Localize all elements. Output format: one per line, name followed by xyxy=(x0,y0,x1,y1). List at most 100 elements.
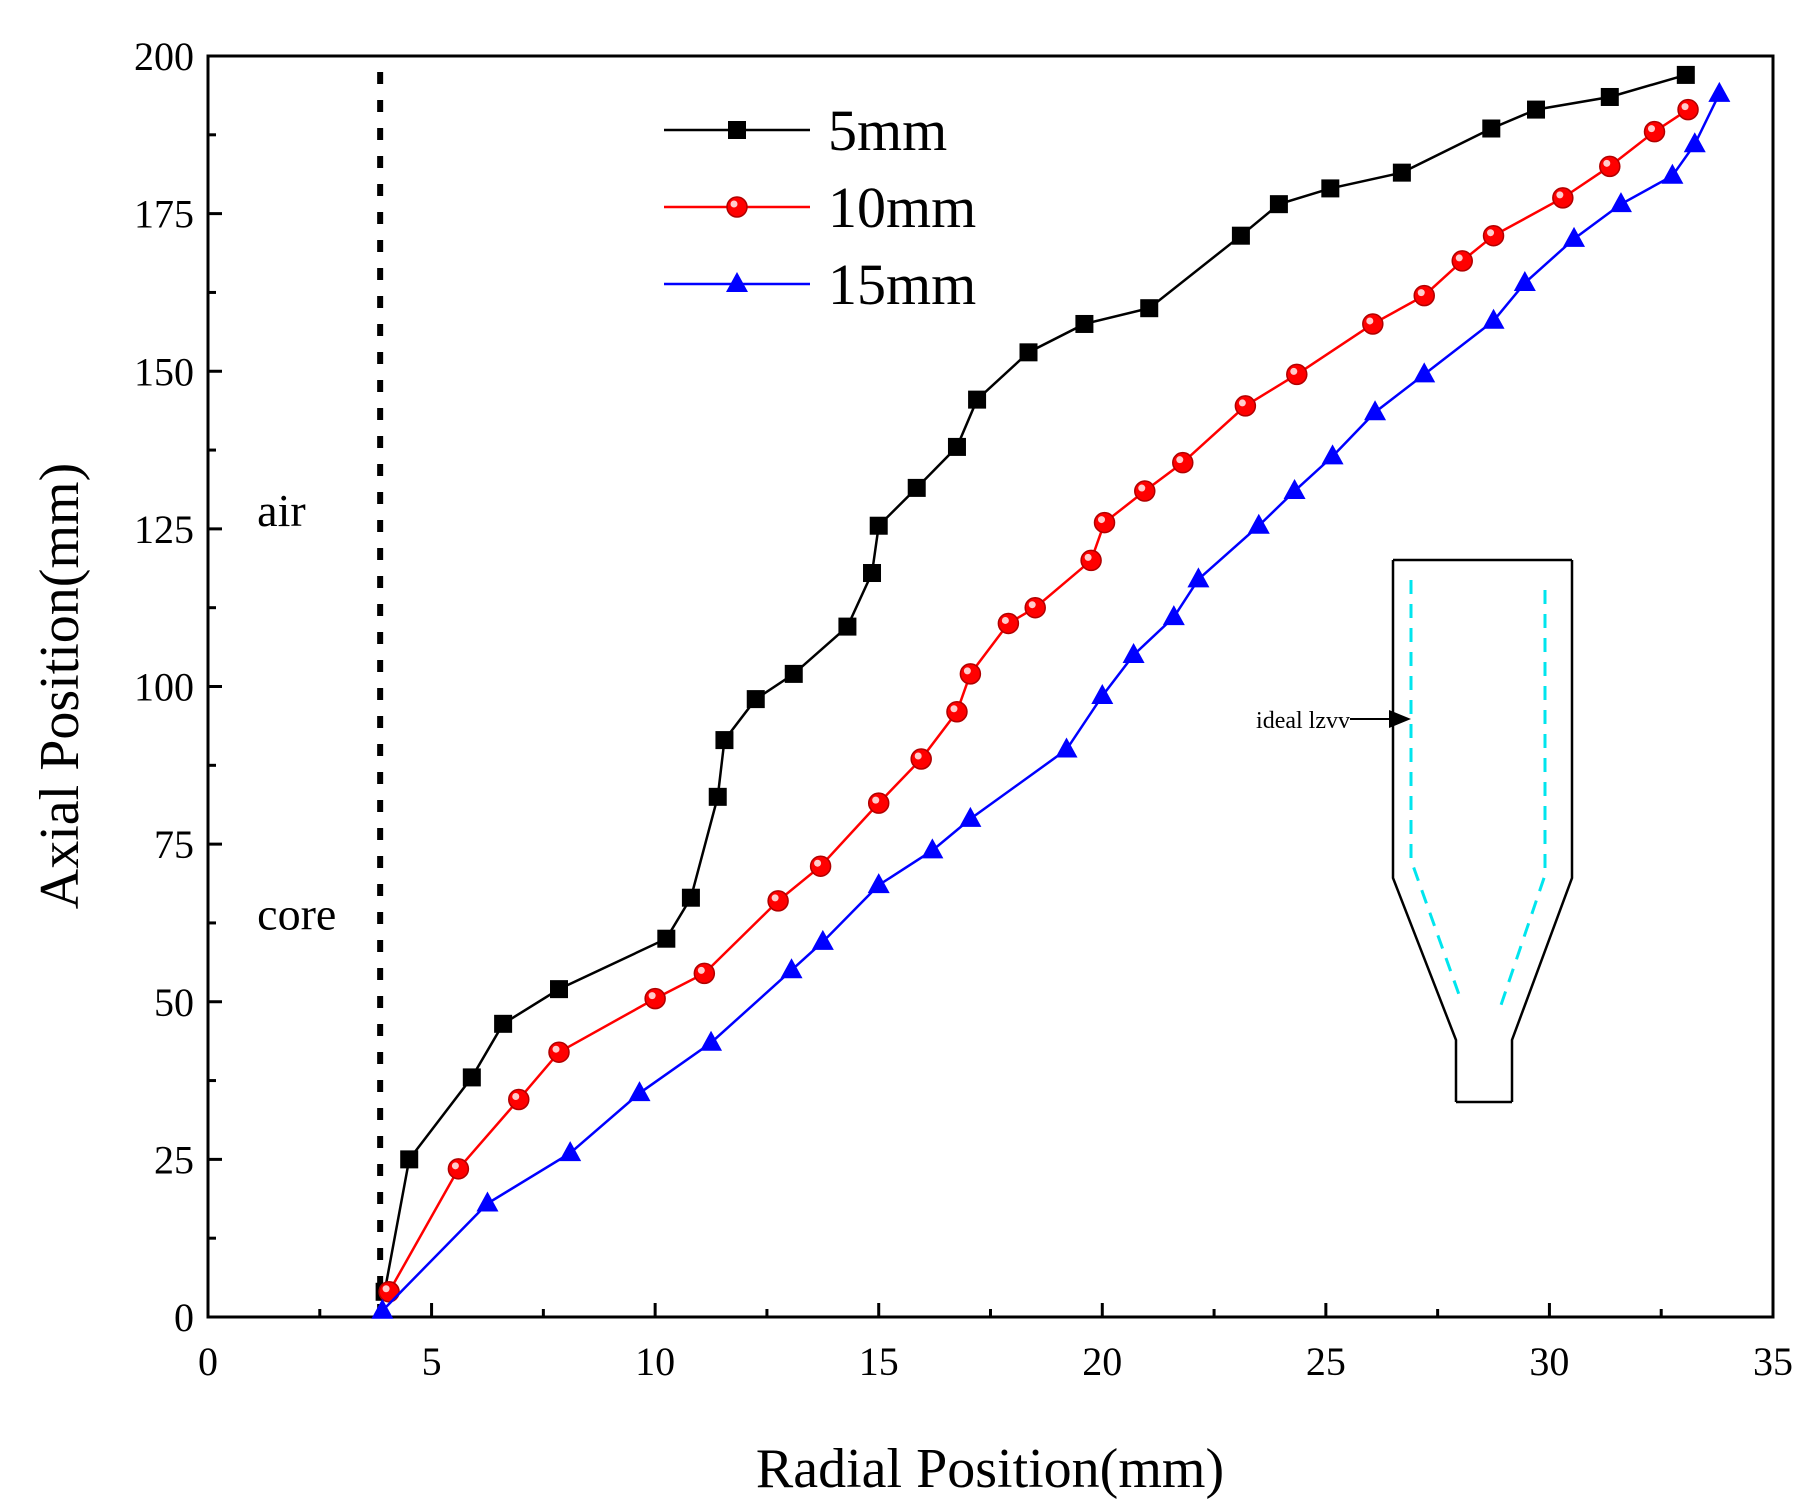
point-15mm xyxy=(476,1191,499,1212)
point-15mm xyxy=(1055,737,1078,758)
legend-marker-15mm xyxy=(726,272,748,292)
point-5mm xyxy=(907,478,926,497)
series-10mm xyxy=(378,98,1699,1303)
point-10mm-highlight xyxy=(451,1162,459,1170)
inset-ideal-profile-right xyxy=(1498,590,1547,1009)
point-10mm xyxy=(1134,480,1156,502)
point-15mm xyxy=(1563,226,1586,247)
point-5mm xyxy=(784,664,803,683)
x-tick-label: 5 xyxy=(422,1339,442,1384)
point-5mm xyxy=(708,787,727,806)
point-15mm xyxy=(1609,192,1632,213)
point-15mm xyxy=(1683,132,1706,153)
point-10mm xyxy=(1643,120,1666,143)
series-line-10mm xyxy=(388,108,1689,1293)
legend-marker-5mm xyxy=(728,121,746,139)
point-10mm-highlight xyxy=(963,667,971,675)
point-5mm xyxy=(681,888,700,907)
point-10mm xyxy=(1482,224,1505,247)
point-10mm-highlight xyxy=(1084,553,1092,561)
y-tick-label: 50 xyxy=(154,980,194,1025)
point-10mm-highlight xyxy=(771,894,779,902)
series-line-5mm xyxy=(383,73,1687,1293)
point-15mm xyxy=(1162,605,1185,626)
point-10mm-highlight xyxy=(1648,125,1656,133)
point-5mm xyxy=(968,390,987,409)
inset-label: ideal lzvv xyxy=(1256,708,1350,734)
point-5mm xyxy=(1019,343,1038,362)
point-5mm xyxy=(863,564,882,583)
point-10mm xyxy=(1093,511,1116,534)
point-10mm xyxy=(1286,363,1308,386)
point-15mm xyxy=(1187,567,1210,588)
point-10mm-highlight xyxy=(1138,484,1146,492)
point-10mm xyxy=(867,792,890,814)
legend-label-10mm: 10mm xyxy=(828,175,976,240)
point-5mm xyxy=(400,1150,419,1169)
point-10mm-highlight xyxy=(814,859,822,867)
point-10mm xyxy=(1024,596,1046,619)
point-10mm xyxy=(378,1281,400,1303)
x-tick-label: 25 xyxy=(1306,1339,1346,1384)
y-tick-label: 200 xyxy=(134,34,194,79)
point-5mm xyxy=(1482,119,1501,138)
point-15mm xyxy=(811,929,834,950)
point-5mm xyxy=(1600,87,1619,106)
point-10mm xyxy=(693,962,716,985)
point-5mm xyxy=(494,1014,513,1033)
point-5mm xyxy=(746,690,765,709)
point-15mm xyxy=(1091,683,1114,704)
y-tick-label: 25 xyxy=(154,1137,194,1182)
point-15mm xyxy=(1413,362,1436,383)
point-10mm-highlight xyxy=(914,752,922,760)
point-10mm-highlight xyxy=(382,1285,390,1293)
x-tick-label: 15 xyxy=(859,1339,899,1384)
point-10mm xyxy=(548,1041,570,1063)
point-10mm xyxy=(910,748,932,770)
inset-nozzle-schematic: ideal lzvv xyxy=(1256,558,1574,1104)
annotation-core: core xyxy=(257,888,336,939)
point-15mm xyxy=(780,958,803,979)
point-10mm-highlight xyxy=(648,992,656,1000)
x-tick-label: 30 xyxy=(1529,1339,1569,1384)
point-15mm xyxy=(1513,270,1536,291)
point-5mm xyxy=(1392,163,1411,182)
point-10mm-highlight xyxy=(1487,229,1495,237)
y-tick-label: 125 xyxy=(134,507,194,552)
legend: 5mm 10mm 15mm xyxy=(664,98,976,317)
y-tick-label: 175 xyxy=(134,192,194,237)
legend-marker-10mm-highlight xyxy=(730,200,738,208)
point-10mm xyxy=(809,855,832,877)
point-10mm xyxy=(508,1088,530,1111)
x-tick-label: 20 xyxy=(1082,1339,1122,1384)
y-axis-ticks: 0 25 50 75 100 125 150 175 200 xyxy=(134,34,222,1340)
point-5mm xyxy=(550,980,569,999)
point-10mm xyxy=(997,612,1020,635)
point-10mm-highlight xyxy=(697,966,705,974)
point-10mm-highlight xyxy=(552,1045,560,1053)
point-10mm xyxy=(1172,451,1194,474)
point-10mm-highlight xyxy=(512,1092,520,1100)
point-10mm xyxy=(946,700,968,723)
point-10mm-highlight xyxy=(1098,516,1106,524)
inset-nozzle-outline-right xyxy=(1510,560,1574,1102)
point-15mm xyxy=(628,1081,651,1102)
x-tick-label: 10 xyxy=(635,1339,675,1384)
point-15mm xyxy=(1708,81,1731,102)
point-15mm xyxy=(1482,308,1505,329)
point-10mm xyxy=(1362,313,1384,335)
point-15mm xyxy=(1364,400,1387,421)
series-group xyxy=(371,65,1731,1319)
point-10mm-highlight xyxy=(1028,601,1036,609)
point-15mm xyxy=(1122,642,1145,663)
x-axis-ticks: 0 5 10 15 20 25 30 35 xyxy=(198,1303,1793,1384)
annotation-air: air xyxy=(257,485,306,536)
point-15mm xyxy=(1247,513,1270,534)
point-10mm-highlight xyxy=(1001,616,1009,624)
point-10mm-highlight xyxy=(1556,191,1564,199)
series-15mm xyxy=(371,81,1731,1319)
point-15mm xyxy=(1661,163,1684,184)
point-10mm-highlight xyxy=(1417,289,1425,297)
point-5mm xyxy=(1321,179,1340,198)
point-10mm xyxy=(1413,284,1435,307)
